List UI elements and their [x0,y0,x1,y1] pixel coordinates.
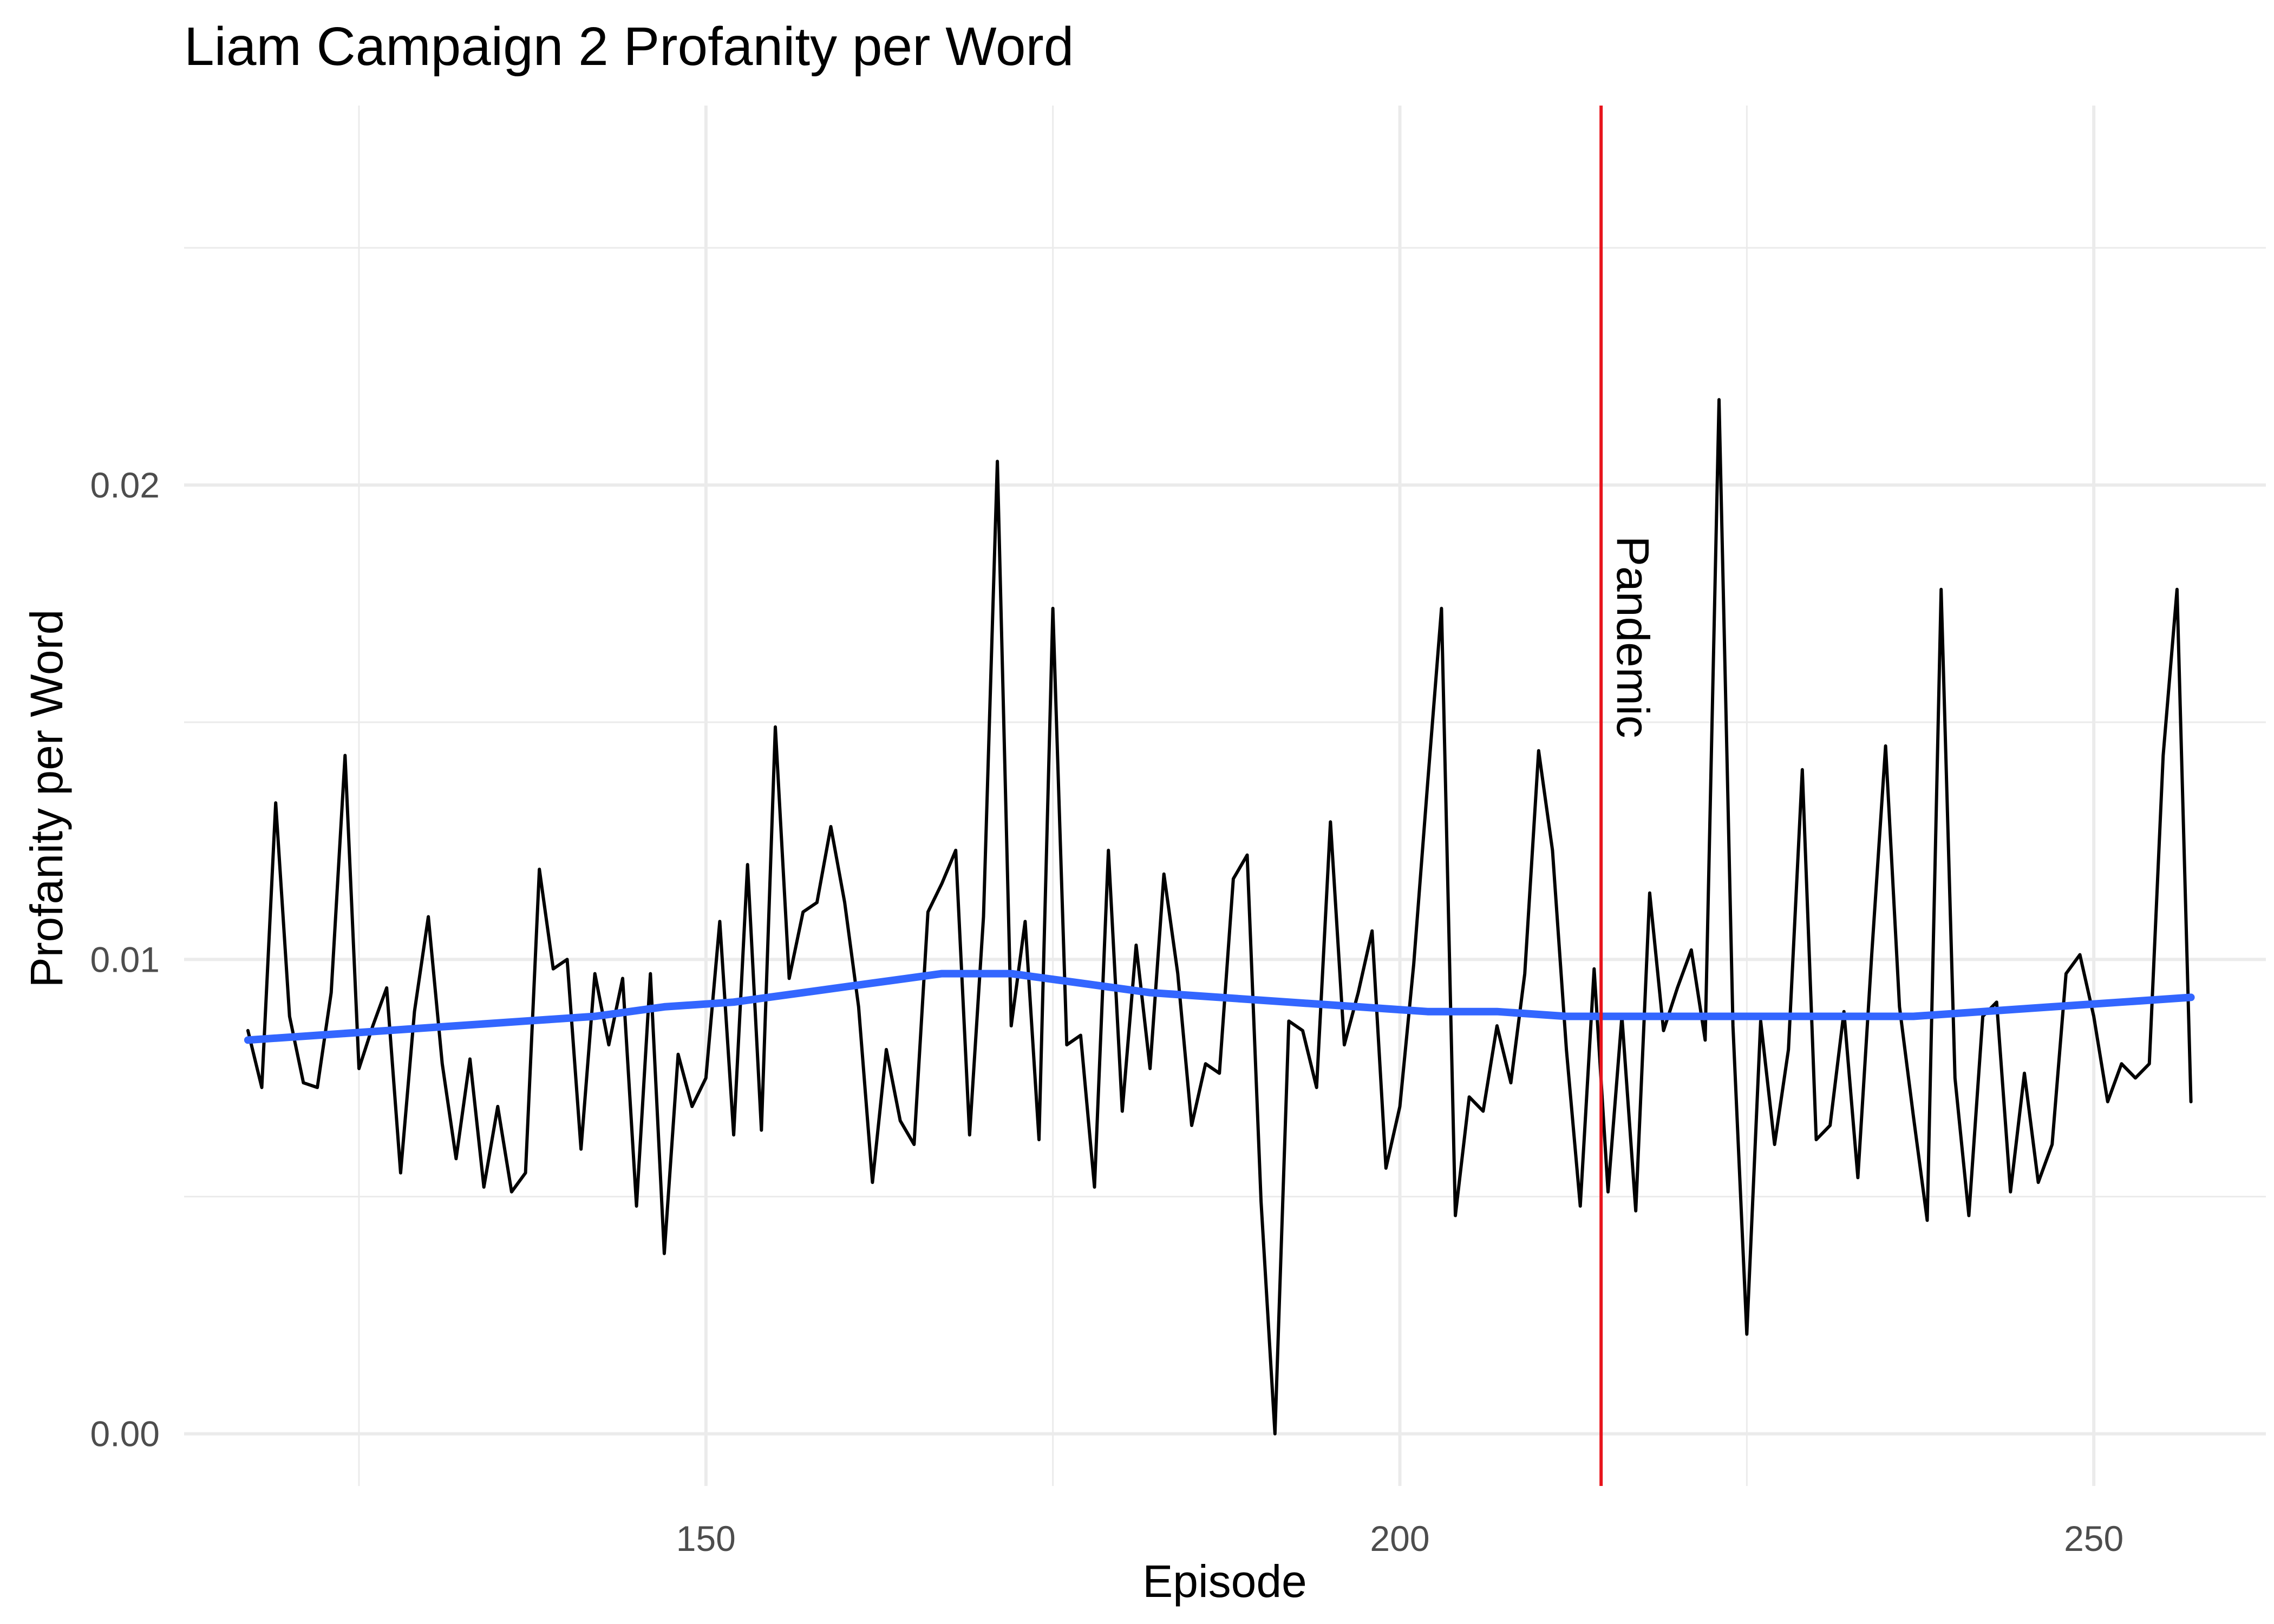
x-tick-label: 250 [2064,1518,2123,1558]
minor-gridlines [184,106,2266,1486]
y-axis-tick-labels: 0.00 0.01 0.02 [90,465,160,1454]
profanity-series-line [246,398,2193,1436]
major-gridlines [184,106,2266,1486]
y-axis-title: Profanity per Word [21,610,72,988]
y-tick-label: 0.01 [90,939,160,979]
x-tick-label: 200 [1370,1518,1429,1558]
y-tick-label: 0.02 [90,465,160,505]
smoothed-trend-line [244,970,2195,1044]
pandemic-annotation-label: Pandemic [1608,536,1658,738]
x-axis-title: Episode [1142,1556,1307,1607]
y-tick-label: 0.00 [90,1414,160,1454]
plot-marks: Pandemic [244,106,2195,1486]
x-tick-label: 150 [676,1518,736,1558]
x-axis-tick-labels: 150 200 250 [676,1518,2123,1558]
chart-title: Liam Campaign 2 Profanity per Word [184,16,1074,77]
